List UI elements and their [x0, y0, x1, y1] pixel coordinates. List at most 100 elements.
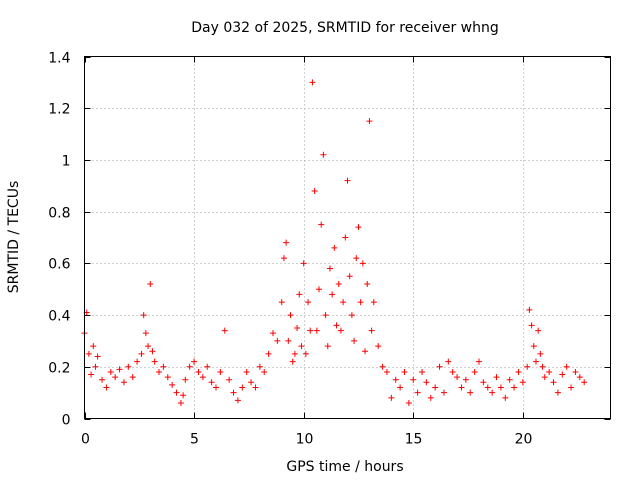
data-point [92, 363, 99, 370]
x-tick-label: 5 [190, 432, 199, 448]
data-point [366, 118, 373, 125]
grid [84, 56, 611, 419]
data-point [581, 379, 588, 386]
data-point [572, 368, 579, 375]
data-point [302, 350, 309, 357]
data-point [199, 374, 206, 381]
data-point [530, 343, 537, 350]
data-point [539, 363, 546, 370]
data-point [307, 327, 314, 334]
data-point [541, 374, 548, 381]
data-point [142, 330, 149, 337]
data-point [265, 350, 272, 357]
data-point [116, 366, 123, 373]
data-point [320, 151, 327, 158]
data-point [287, 312, 294, 319]
data-point [147, 281, 154, 288]
data-point [149, 348, 156, 355]
data-point [160, 363, 167, 370]
data-point [449, 368, 456, 375]
data-point [397, 384, 404, 391]
y-tick-label: 0 [62, 413, 71, 429]
data-point [322, 312, 329, 319]
data-point [375, 343, 382, 350]
data-point [550, 379, 557, 386]
y-tick-label: 0.4 [48, 309, 70, 325]
y-tick-label: 1 [62, 154, 71, 170]
data-point [436, 363, 443, 370]
data-point [419, 368, 426, 375]
x-tick-label: 20 [515, 432, 533, 448]
data-point [532, 358, 539, 365]
data-point [528, 322, 535, 329]
data-point [294, 325, 301, 331]
data-point [351, 337, 358, 344]
data-point [359, 260, 366, 267]
data-point [316, 286, 323, 293]
data-point [169, 381, 176, 388]
data-point [291, 350, 298, 357]
data-point [226, 376, 233, 383]
data-point [138, 350, 145, 357]
data-point [164, 374, 171, 381]
y-tick-label: 0.8 [48, 206, 70, 222]
data-point [182, 376, 189, 383]
data-point [346, 273, 353, 280]
data-point [348, 312, 355, 319]
data-point [94, 353, 101, 360]
data-point [289, 358, 296, 365]
data-point [156, 368, 163, 375]
data-point [554, 389, 561, 396]
data-point [129, 374, 136, 381]
data-point [134, 358, 141, 365]
axis-ticks: 0 0.2 0.4 0.6 0.8 1 1.2 1.4 0 5 10 15 20 [48, 51, 611, 448]
data-point [414, 389, 421, 396]
data-point [85, 350, 92, 357]
data-point [107, 368, 114, 375]
data-point [151, 358, 158, 365]
data-point [546, 368, 553, 375]
data-point [445, 358, 452, 365]
data-point [318, 221, 325, 228]
data-point [576, 374, 583, 381]
data-point [239, 384, 246, 391]
data-point [140, 312, 147, 319]
data-point [340, 299, 347, 306]
data-point [502, 394, 509, 401]
data-point [524, 363, 531, 370]
data-point [195, 368, 202, 375]
data-point [362, 348, 369, 355]
data-point [383, 368, 390, 375]
x-tick-label: 10 [296, 432, 314, 448]
data-point [313, 327, 320, 334]
data-point [112, 374, 119, 381]
data-point [370, 299, 377, 306]
data-point [458, 384, 465, 391]
data-point [180, 392, 187, 399]
data-point [186, 363, 193, 370]
data-point [309, 79, 316, 86]
y-tick-label: 1.2 [48, 102, 70, 118]
data-point [248, 379, 255, 386]
data-point [515, 368, 522, 375]
data-point [337, 327, 344, 334]
data-point [269, 330, 276, 337]
data-point [364, 281, 371, 288]
data-point [440, 389, 447, 396]
data-point [329, 291, 336, 298]
data-point [256, 363, 263, 370]
data-point [280, 255, 287, 262]
data-point [526, 306, 533, 313]
data-point [484, 384, 491, 391]
data-point [493, 374, 500, 381]
data-point [379, 363, 386, 370]
data-point [331, 244, 338, 251]
data-point [563, 363, 570, 370]
data-point [261, 368, 268, 375]
data-point [305, 299, 312, 306]
data-point [353, 255, 360, 262]
data-point [335, 281, 342, 288]
data-point [99, 376, 106, 383]
x-axis-label: GPS time / hours [286, 459, 403, 475]
